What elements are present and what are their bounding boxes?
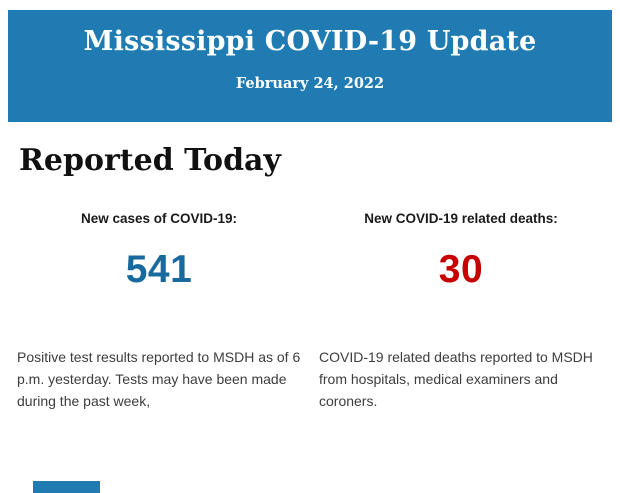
new-deaths-value: 30	[438, 248, 484, 291]
new-cases-value: 541	[125, 248, 193, 291]
section-heading: Reported Today	[19, 143, 281, 178]
stat-new-deaths: New COVID-19 related deaths: 30 COVID-19…	[319, 211, 603, 412]
header-banner: Mississippi COVID-19 Update February 24,…	[8, 10, 612, 122]
stats-grid: New cases of COVID-19: 541 Positive test…	[0, 211, 620, 412]
bulletin-page: { "header": { "title": "Mississippi COVI…	[0, 10, 620, 493]
new-deaths-description: COVID-19 related deaths reported to MSDH…	[319, 349, 593, 409]
new-cases-label: New cases of COVID-19:	[80, 211, 238, 226]
new-cases-description: Positive test results reported to MSDH a…	[17, 349, 301, 409]
page-title: Mississippi COVID-19 Update	[83, 26, 537, 57]
header-date: February 24, 2022	[235, 75, 385, 92]
new-deaths-label: New COVID-19 related deaths:	[364, 211, 558, 226]
stat-new-cases: New cases of COVID-19: 541 Positive test…	[17, 211, 301, 412]
